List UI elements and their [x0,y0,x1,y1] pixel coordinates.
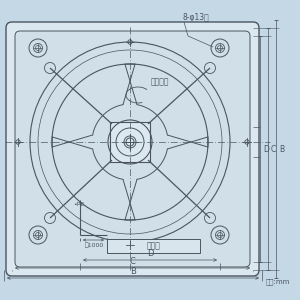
Text: 8-φ13穴: 8-φ13穴 [183,14,209,22]
FancyBboxPatch shape [6,22,259,276]
Text: C: C [271,145,276,154]
Bar [107,239,200,253]
Text: 銘　板: 銘 板 [147,242,160,250]
Text: B: B [130,267,136,276]
Text: D: D [263,145,269,154]
Text: B: B [279,145,284,154]
Text: D: D [147,249,153,258]
Text: 単位:mm: 単位:mm [266,279,290,285]
Text: 回転方向: 回転方向 [151,77,169,86]
Text: C: C [130,257,135,266]
Bar [110,122,150,162]
FancyBboxPatch shape [15,31,250,267]
Text: 約1000: 約1000 [85,242,104,248]
Text: •PE: •PE [73,202,84,206]
